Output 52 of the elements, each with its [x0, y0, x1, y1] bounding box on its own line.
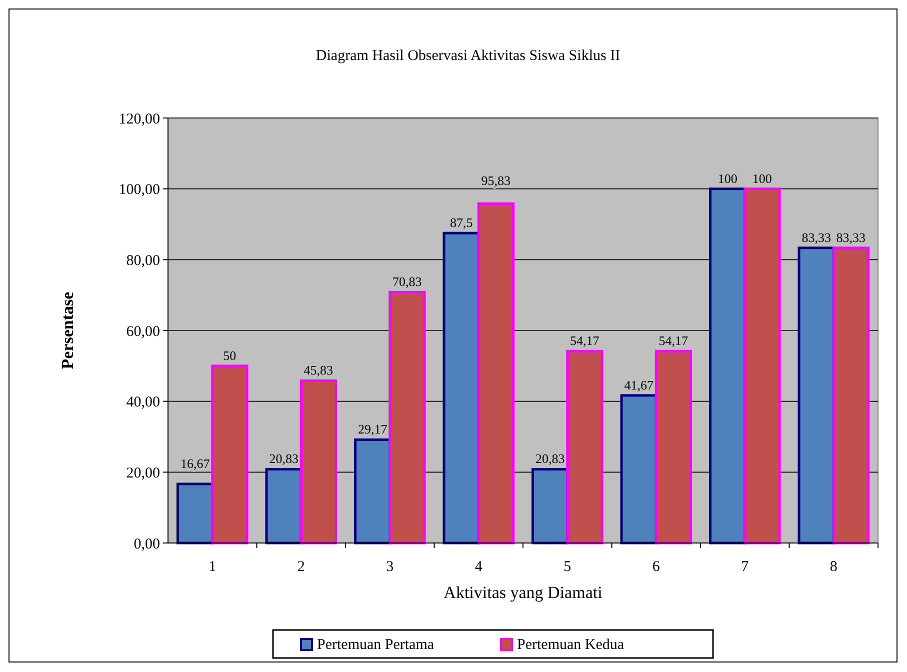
bar: [566, 350, 604, 544]
bar: [176, 482, 214, 544]
data-label: 100: [752, 170, 772, 186]
bar: [654, 350, 692, 544]
x-tick-label: 4: [474, 559, 483, 575]
x-tick-label: 1: [208, 559, 216, 575]
data-label: 29,17: [358, 422, 388, 437]
x-axis-title: Aktivitas yang Diamati: [444, 583, 603, 602]
x-tick-label: 6: [652, 559, 660, 575]
y-tick-label: 120,00: [118, 111, 160, 128]
bar: [744, 188, 781, 544]
data-label: 95,83: [481, 172, 511, 188]
data-label: 54,17: [570, 333, 600, 348]
y-tick-label: 40,00: [126, 394, 160, 411]
bar: [354, 438, 392, 544]
bar: [709, 188, 746, 544]
y-tick-label: 20,00: [126, 465, 160, 482]
x-tick-label: 2: [297, 559, 305, 575]
bar: [832, 246, 870, 544]
data-label: 16,67: [180, 456, 210, 472]
legend-label: Pertemuan Pertama: [317, 637, 434, 653]
y-tick-label: 100,00: [118, 182, 160, 198]
x-tick-label: 8: [830, 559, 838, 575]
data-label: 100: [718, 170, 738, 186]
bar: [388, 290, 426, 544]
x-tick-label: 5: [564, 559, 572, 575]
bar: [300, 379, 337, 544]
data-label: 83,33: [836, 230, 866, 245]
chart-title: Diagram Hasil Observasi Aktivitas Siswa Siklus II: [316, 48, 620, 64]
data-label: 45,83: [304, 362, 334, 378]
data-label: 50: [223, 348, 236, 363]
data-label: 70,83: [392, 274, 422, 290]
y-axis-title: Persentase: [58, 291, 77, 370]
bar: [798, 246, 835, 544]
bar: [620, 394, 658, 544]
bar: [532, 468, 569, 544]
data-label: 87,5: [450, 215, 473, 230]
bar: [442, 232, 480, 544]
legend-label: Pertemuan Kedua: [517, 637, 624, 653]
data-label: 20,83: [269, 451, 298, 466]
x-tick-label: 3: [386, 559, 394, 575]
data-label: 83,33: [802, 230, 831, 245]
bar: [265, 468, 302, 544]
data-label: 54,17: [658, 333, 689, 348]
data-label: 20,83: [535, 451, 565, 466]
x-tick-label: 7: [741, 559, 750, 575]
y-tick-label: 60,00: [126, 324, 160, 340]
y-tick-label: 80,00: [126, 252, 160, 269]
data-label: 41,67: [624, 377, 654, 392]
bar: [477, 202, 514, 544]
y-tick-label: 0,00: [134, 536, 160, 552]
bar: [211, 364, 248, 544]
